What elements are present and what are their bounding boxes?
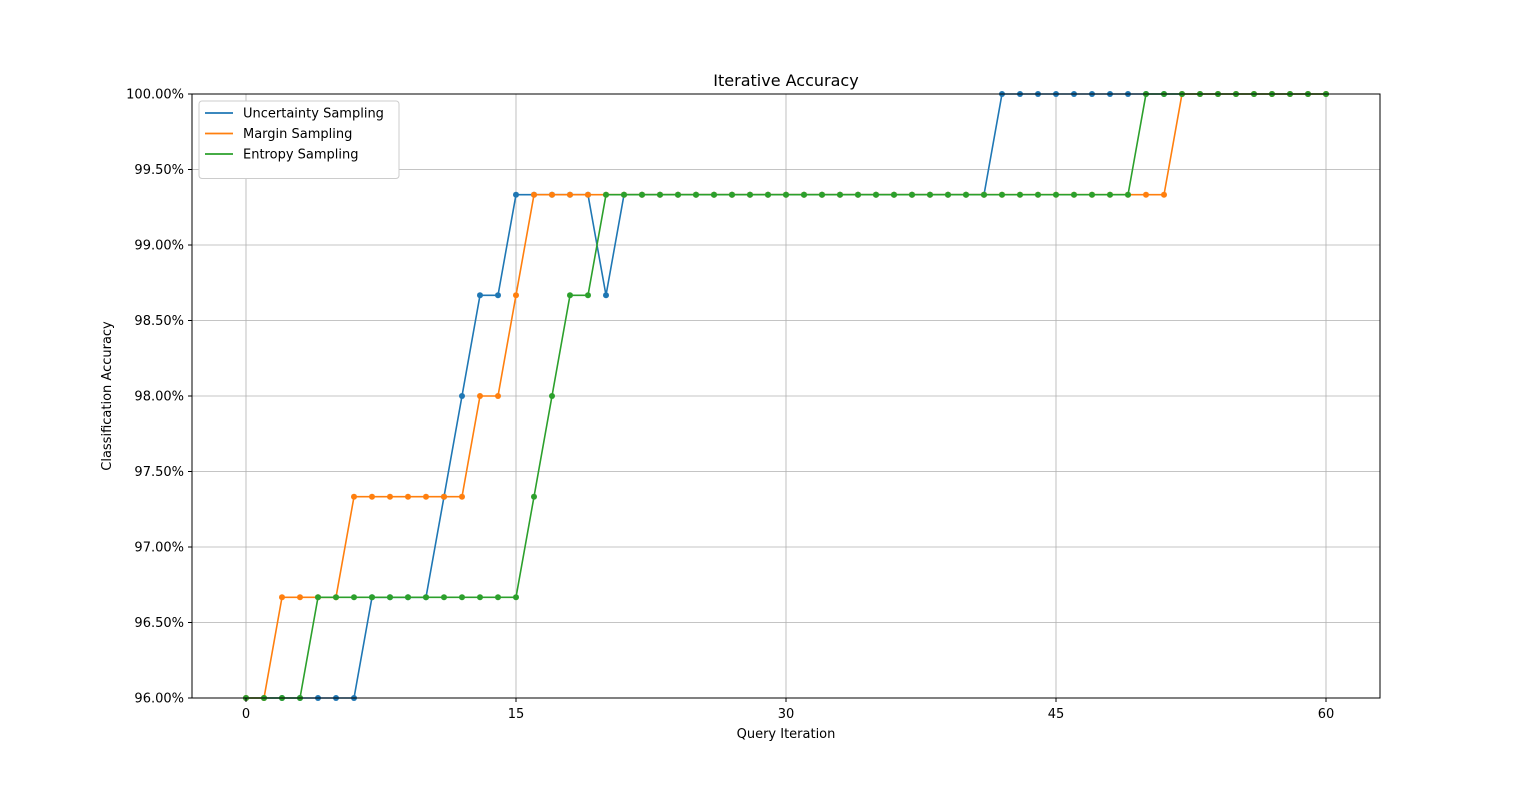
- data-point: [531, 191, 537, 198]
- data-point: [1035, 191, 1041, 198]
- data-point: [603, 292, 609, 299]
- data-point: [603, 191, 609, 198]
- data-point: [783, 191, 789, 198]
- data-point: [1089, 191, 1095, 198]
- legend: Uncertainty Sampling Margin Sampling Entro…: [198, 100, 400, 179]
- data-point: [837, 191, 843, 198]
- x-tick-label: 45: [1048, 707, 1065, 722]
- data-point: [333, 594, 339, 601]
- data-point: [1071, 191, 1077, 198]
- y-tick-label: 97.00%: [134, 541, 184, 556]
- chart-title: Iterative Accuracy: [713, 71, 858, 90]
- data-point: [927, 191, 933, 198]
- y-tick-label: 97.50%: [134, 465, 184, 480]
- x-tick-label: 30: [778, 707, 795, 722]
- data-point: [1017, 191, 1023, 198]
- data-point: [585, 292, 591, 299]
- legend-item: Entropy Sampling: [205, 148, 359, 163]
- data-point: [891, 191, 897, 198]
- data-point: [963, 191, 969, 198]
- y-tick-label: 98.00%: [134, 390, 184, 405]
- data-point: [369, 594, 375, 601]
- x-tick-label: 60: [1318, 707, 1335, 722]
- data-point: [423, 594, 429, 601]
- legend-label: Uncertainty Sampling: [243, 107, 384, 122]
- y-tick-label: 98.50%: [134, 314, 184, 329]
- data-point: [477, 393, 483, 399]
- y-tick-label: 96.50%: [134, 616, 184, 631]
- data-point: [387, 493, 393, 500]
- data-point: [567, 292, 573, 299]
- x-tick-label: 15: [508, 707, 525, 722]
- data-point: [405, 493, 411, 500]
- data-point: [855, 191, 861, 198]
- y-tick-label: 99.00%: [134, 239, 184, 254]
- legend-item: Uncertainty Sampling: [205, 107, 384, 122]
- data-point: [369, 493, 375, 500]
- y-axis-title: Classification Accuracy: [100, 321, 115, 471]
- data-point: [639, 191, 645, 198]
- data-point: [441, 594, 447, 601]
- data-point: [459, 594, 465, 601]
- data-point: [711, 191, 717, 198]
- data-point: [279, 594, 285, 601]
- data-point: [621, 191, 627, 198]
- data-point: [513, 292, 519, 299]
- data-point: [549, 191, 555, 198]
- data-point: [567, 191, 573, 198]
- data-point: [495, 594, 501, 601]
- data-point: [351, 493, 357, 500]
- legend-label: Margin Sampling: [243, 127, 352, 142]
- data-point: [513, 594, 519, 601]
- data-point: [747, 191, 753, 198]
- data-point: [981, 191, 987, 198]
- data-point: [585, 191, 591, 198]
- data-point: [387, 594, 393, 601]
- data-point: [909, 191, 915, 198]
- y-tick-label: 100.00%: [126, 88, 184, 103]
- data-point: [405, 594, 411, 601]
- data-point: [657, 191, 663, 198]
- data-point: [459, 393, 465, 399]
- x-tick-label: 0: [242, 707, 250, 722]
- data-point: [765, 191, 771, 198]
- data-point: [477, 594, 483, 601]
- y-tick-label: 96.00%: [134, 692, 184, 707]
- data-point: [873, 191, 879, 198]
- data-point: [495, 292, 501, 299]
- data-point: [351, 594, 357, 601]
- y-tick-label: 99.50%: [134, 163, 184, 178]
- x-axis-title: Query Iteration: [737, 727, 836, 742]
- legend-item: Margin Sampling: [205, 127, 352, 142]
- data-point: [513, 191, 519, 198]
- data-point: [441, 493, 447, 500]
- data-point: [1125, 191, 1131, 198]
- data-point: [531, 493, 537, 500]
- data-point: [729, 191, 735, 198]
- data-point: [675, 191, 681, 198]
- data-point: [1143, 191, 1149, 198]
- data-point: [801, 191, 807, 198]
- data-point: [459, 493, 465, 500]
- legend-label: Entropy Sampling: [243, 148, 359, 163]
- legend-box: [198, 100, 400, 179]
- data-point: [495, 393, 501, 399]
- data-point: [297, 594, 303, 601]
- data-point: [423, 493, 429, 500]
- axis-ticks: 0 15 30 45 60 96.00% 96.50% 97.00% 97.50% 98.00% 9…: [126, 88, 1334, 723]
- data-point: [1053, 191, 1059, 198]
- data-point: [477, 292, 483, 299]
- data-point: [999, 191, 1005, 198]
- data-point: [1161, 191, 1167, 198]
- data-point: [945, 191, 951, 198]
- data-point: [549, 393, 555, 399]
- data-point: [1107, 191, 1113, 198]
- data-point: [315, 594, 321, 601]
- data-point: [819, 191, 825, 198]
- data-point: [693, 191, 699, 198]
